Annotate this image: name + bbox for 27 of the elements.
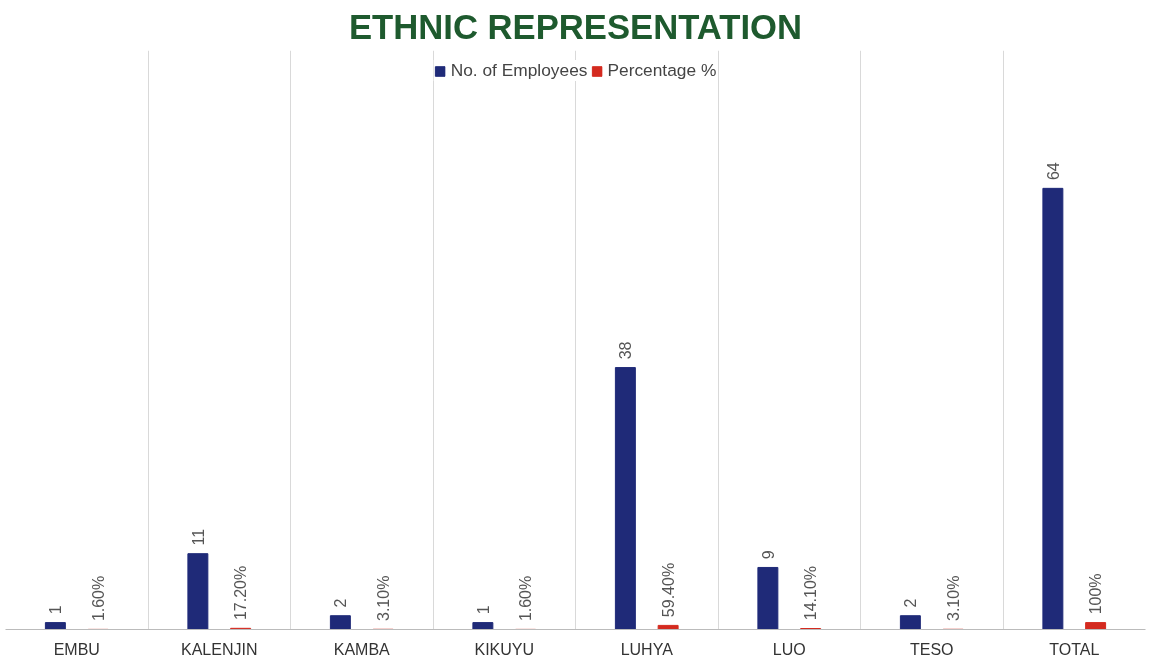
- data-label: 38: [617, 341, 635, 360]
- legend-label: Percentage %: [607, 60, 717, 81]
- x-tick-label: KALENJIN: [181, 640, 258, 658]
- data-label: 1.60%: [89, 575, 107, 622]
- chart-title: ETHNIC REPRESENTATION: [348, 7, 803, 46]
- data-label: 3.10%: [374, 575, 392, 622]
- data-label: 11: [189, 528, 207, 546]
- x-tick-label: TOTAL: [1049, 640, 1100, 658]
- x-tick-label: EMBU: [53, 640, 100, 658]
- data-label: 17.20%: [232, 565, 250, 621]
- data-label: 9: [759, 550, 777, 560]
- data-label: 2: [902, 598, 920, 608]
- data-label: 1: [47, 605, 65, 615]
- x-tick-label: LUHYA: [620, 640, 674, 658]
- data-label: 64: [1044, 162, 1062, 181]
- data-label: 2: [332, 598, 350, 608]
- data-label: 59.40%: [659, 562, 677, 618]
- data-label: 14.10%: [802, 565, 820, 621]
- legend-label: No. of Employees: [450, 60, 588, 81]
- data-label: 1.60%: [517, 575, 535, 622]
- data-label: 100%: [1087, 573, 1105, 615]
- x-tick-label: LUO: [772, 640, 806, 658]
- data-label: 1: [474, 605, 492, 615]
- x-tick-label: KAMBA: [333, 640, 391, 658]
- data-label: 3.10%: [944, 575, 962, 622]
- x-tick-label: TESO: [909, 640, 954, 658]
- x-tick-label: KIKUYU: [474, 640, 535, 658]
